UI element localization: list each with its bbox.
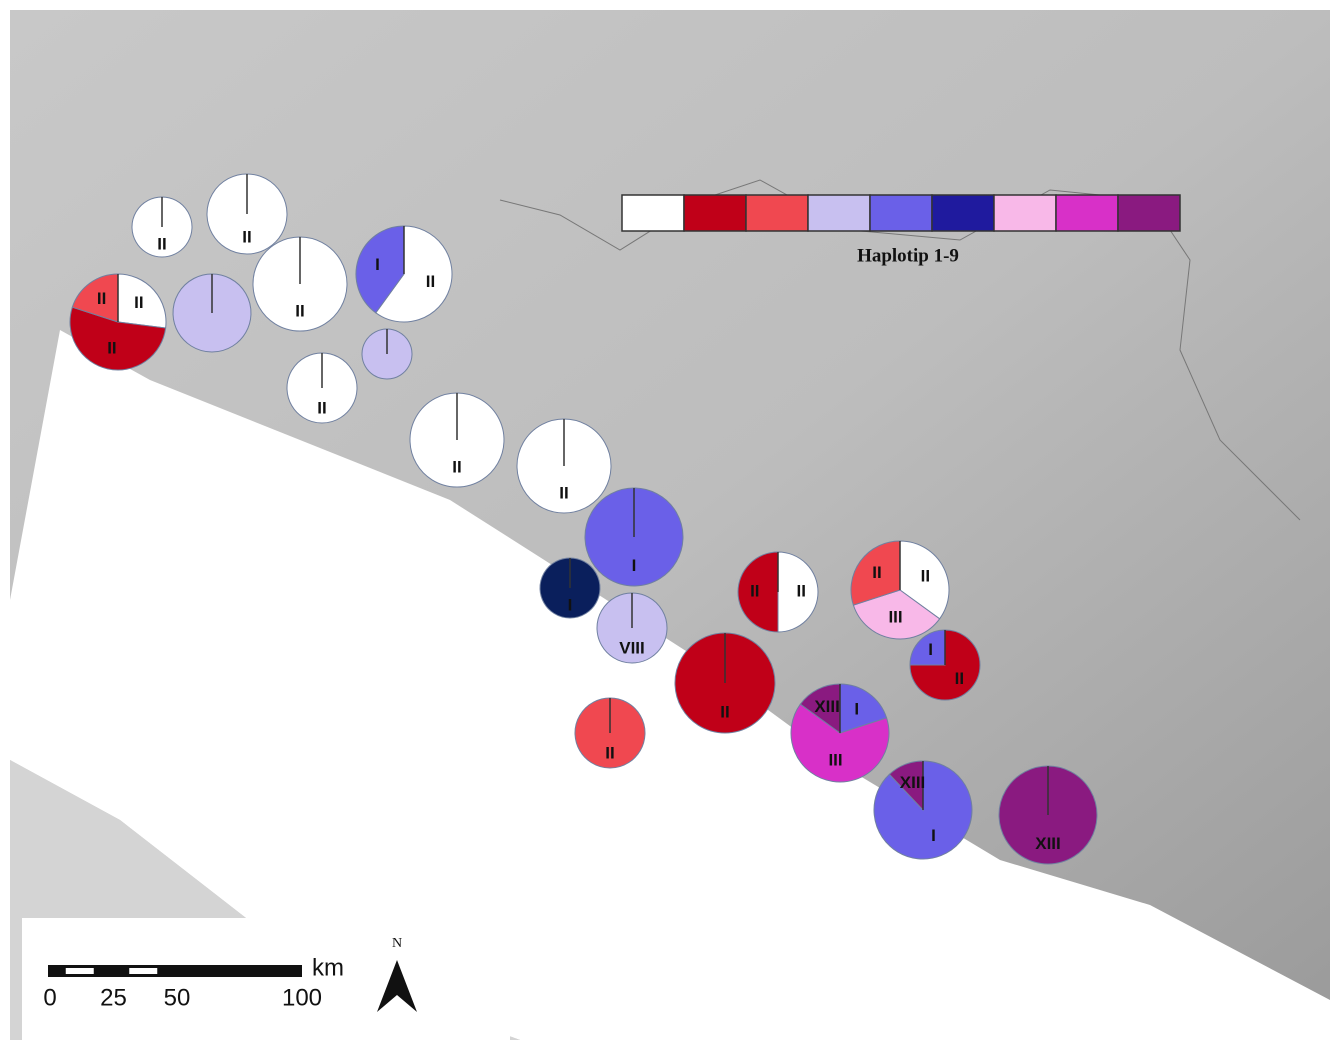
pie-label: III	[828, 751, 842, 770]
pie-label: II	[720, 702, 729, 721]
legend-swatch	[870, 195, 932, 231]
scale-tick-label: 0	[43, 984, 56, 1011]
legend	[622, 195, 1180, 231]
pie-label: II	[295, 302, 304, 321]
pie-label: XIII	[1035, 834, 1061, 853]
pie-label: II	[97, 289, 106, 308]
legend-swatch	[746, 195, 808, 231]
scale-tick-label: 50	[164, 984, 191, 1011]
pie-label: II	[750, 581, 759, 600]
pie-label: II	[921, 567, 930, 586]
legend-swatch	[622, 195, 684, 231]
map: Haplotip 1-9 IIIIIIIIIIIIIIIIIIIIIIIVIII…	[0, 0, 1332, 1047]
pie-label: II	[955, 669, 964, 688]
legend-swatch	[1118, 195, 1180, 231]
pie-label: II	[796, 581, 805, 600]
pie-label: XIII	[900, 773, 926, 792]
scale-bar-segment	[66, 968, 94, 974]
pie-label: I	[375, 255, 380, 274]
north-label: N	[392, 936, 402, 951]
legend-swatch	[932, 195, 994, 231]
pie-label: II	[872, 563, 881, 582]
pie-label: II	[317, 398, 326, 417]
legend-swatch	[994, 195, 1056, 231]
pie-label: I	[931, 826, 936, 845]
pie-label: III	[888, 608, 902, 627]
pie-label: I	[928, 640, 933, 659]
pie-label: II	[452, 458, 461, 477]
legend-swatch	[808, 195, 870, 231]
pie-label: II	[426, 272, 435, 291]
legend-title: Haplotip 1-9	[857, 245, 959, 266]
scale-tick-label: 100	[282, 984, 322, 1011]
pie-label: II	[605, 743, 614, 762]
pie-label: I	[854, 699, 859, 718]
pie-label: II	[134, 293, 143, 312]
pie-label: II	[107, 339, 116, 358]
pie-label: I	[632, 556, 637, 575]
legend-swatch	[1056, 195, 1118, 231]
pie-label: XIII	[814, 697, 840, 716]
scale-bar-segment	[129, 968, 157, 974]
pie-label: I	[568, 595, 573, 614]
scale-unit: km	[312, 954, 344, 981]
pie-label: II	[559, 484, 568, 503]
scale-box	[22, 918, 510, 1040]
pie-label: VIII	[619, 638, 645, 657]
scale-tick-label: 25	[100, 984, 127, 1011]
page: {"legend": {"title": "Haplotip 1-9", "co…	[0, 0, 1332, 1047]
pie-label: II	[157, 234, 166, 253]
pie-label: II	[242, 227, 251, 246]
legend-swatch	[684, 195, 746, 231]
